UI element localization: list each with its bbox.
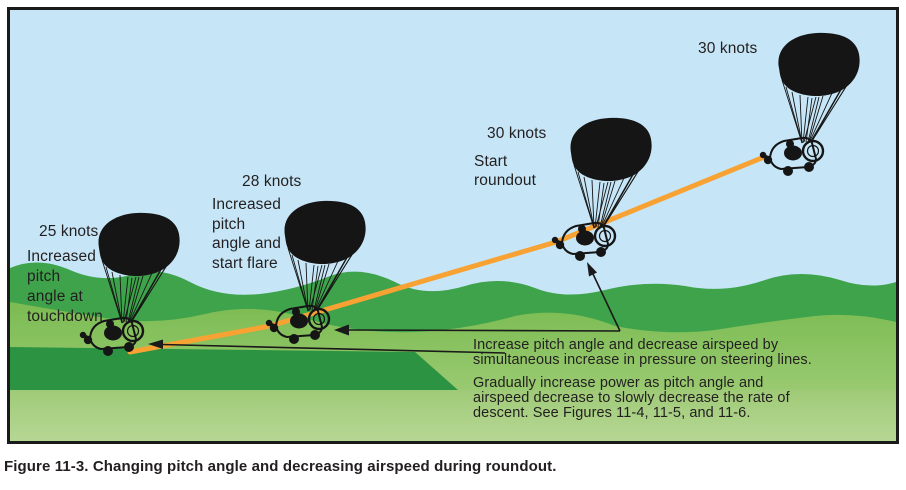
speed-label-flare: 28 knots: [242, 173, 302, 190]
arrow-to-flare-cart: [347, 329, 621, 332]
arrowhead-flare: [334, 324, 349, 336]
figure-11-3-illustration: 30 knots 30 knots Start roundout 28 knot…: [7, 7, 899, 444]
arrow-to-roundout-cart: [592, 273, 621, 332]
callout-arrows: [148, 262, 621, 354]
arrowhead-roundout: [587, 262, 597, 277]
note-start-flare: Increased pitch angle and start flare: [212, 196, 281, 272]
landing-scene-graphic: [10, 10, 896, 441]
speed-label-roundout: 30 knots: [487, 125, 547, 142]
runway-strip: [10, 347, 458, 390]
speed-label-approach: 30 knots: [698, 40, 758, 57]
descent-path: [127, 154, 767, 355]
arrowhead-touchdown: [148, 339, 163, 349]
note-start-roundout: Start roundout: [474, 153, 536, 189]
note-touchdown: Increased pitch angle at touchdown: [27, 248, 103, 325]
speed-label-touchdown: 25 knots: [39, 223, 99, 240]
foreground-strip: [10, 390, 896, 441]
arrow-to-touchdown-cart: [161, 343, 506, 354]
callout-steering: Increase pitch angle and decrease airspe…: [473, 337, 812, 369]
callout-power: Gradually increase power as pitch angle …: [473, 375, 790, 422]
figure-caption: Figure 11-3. Changing pitch angle and de…: [4, 458, 557, 475]
